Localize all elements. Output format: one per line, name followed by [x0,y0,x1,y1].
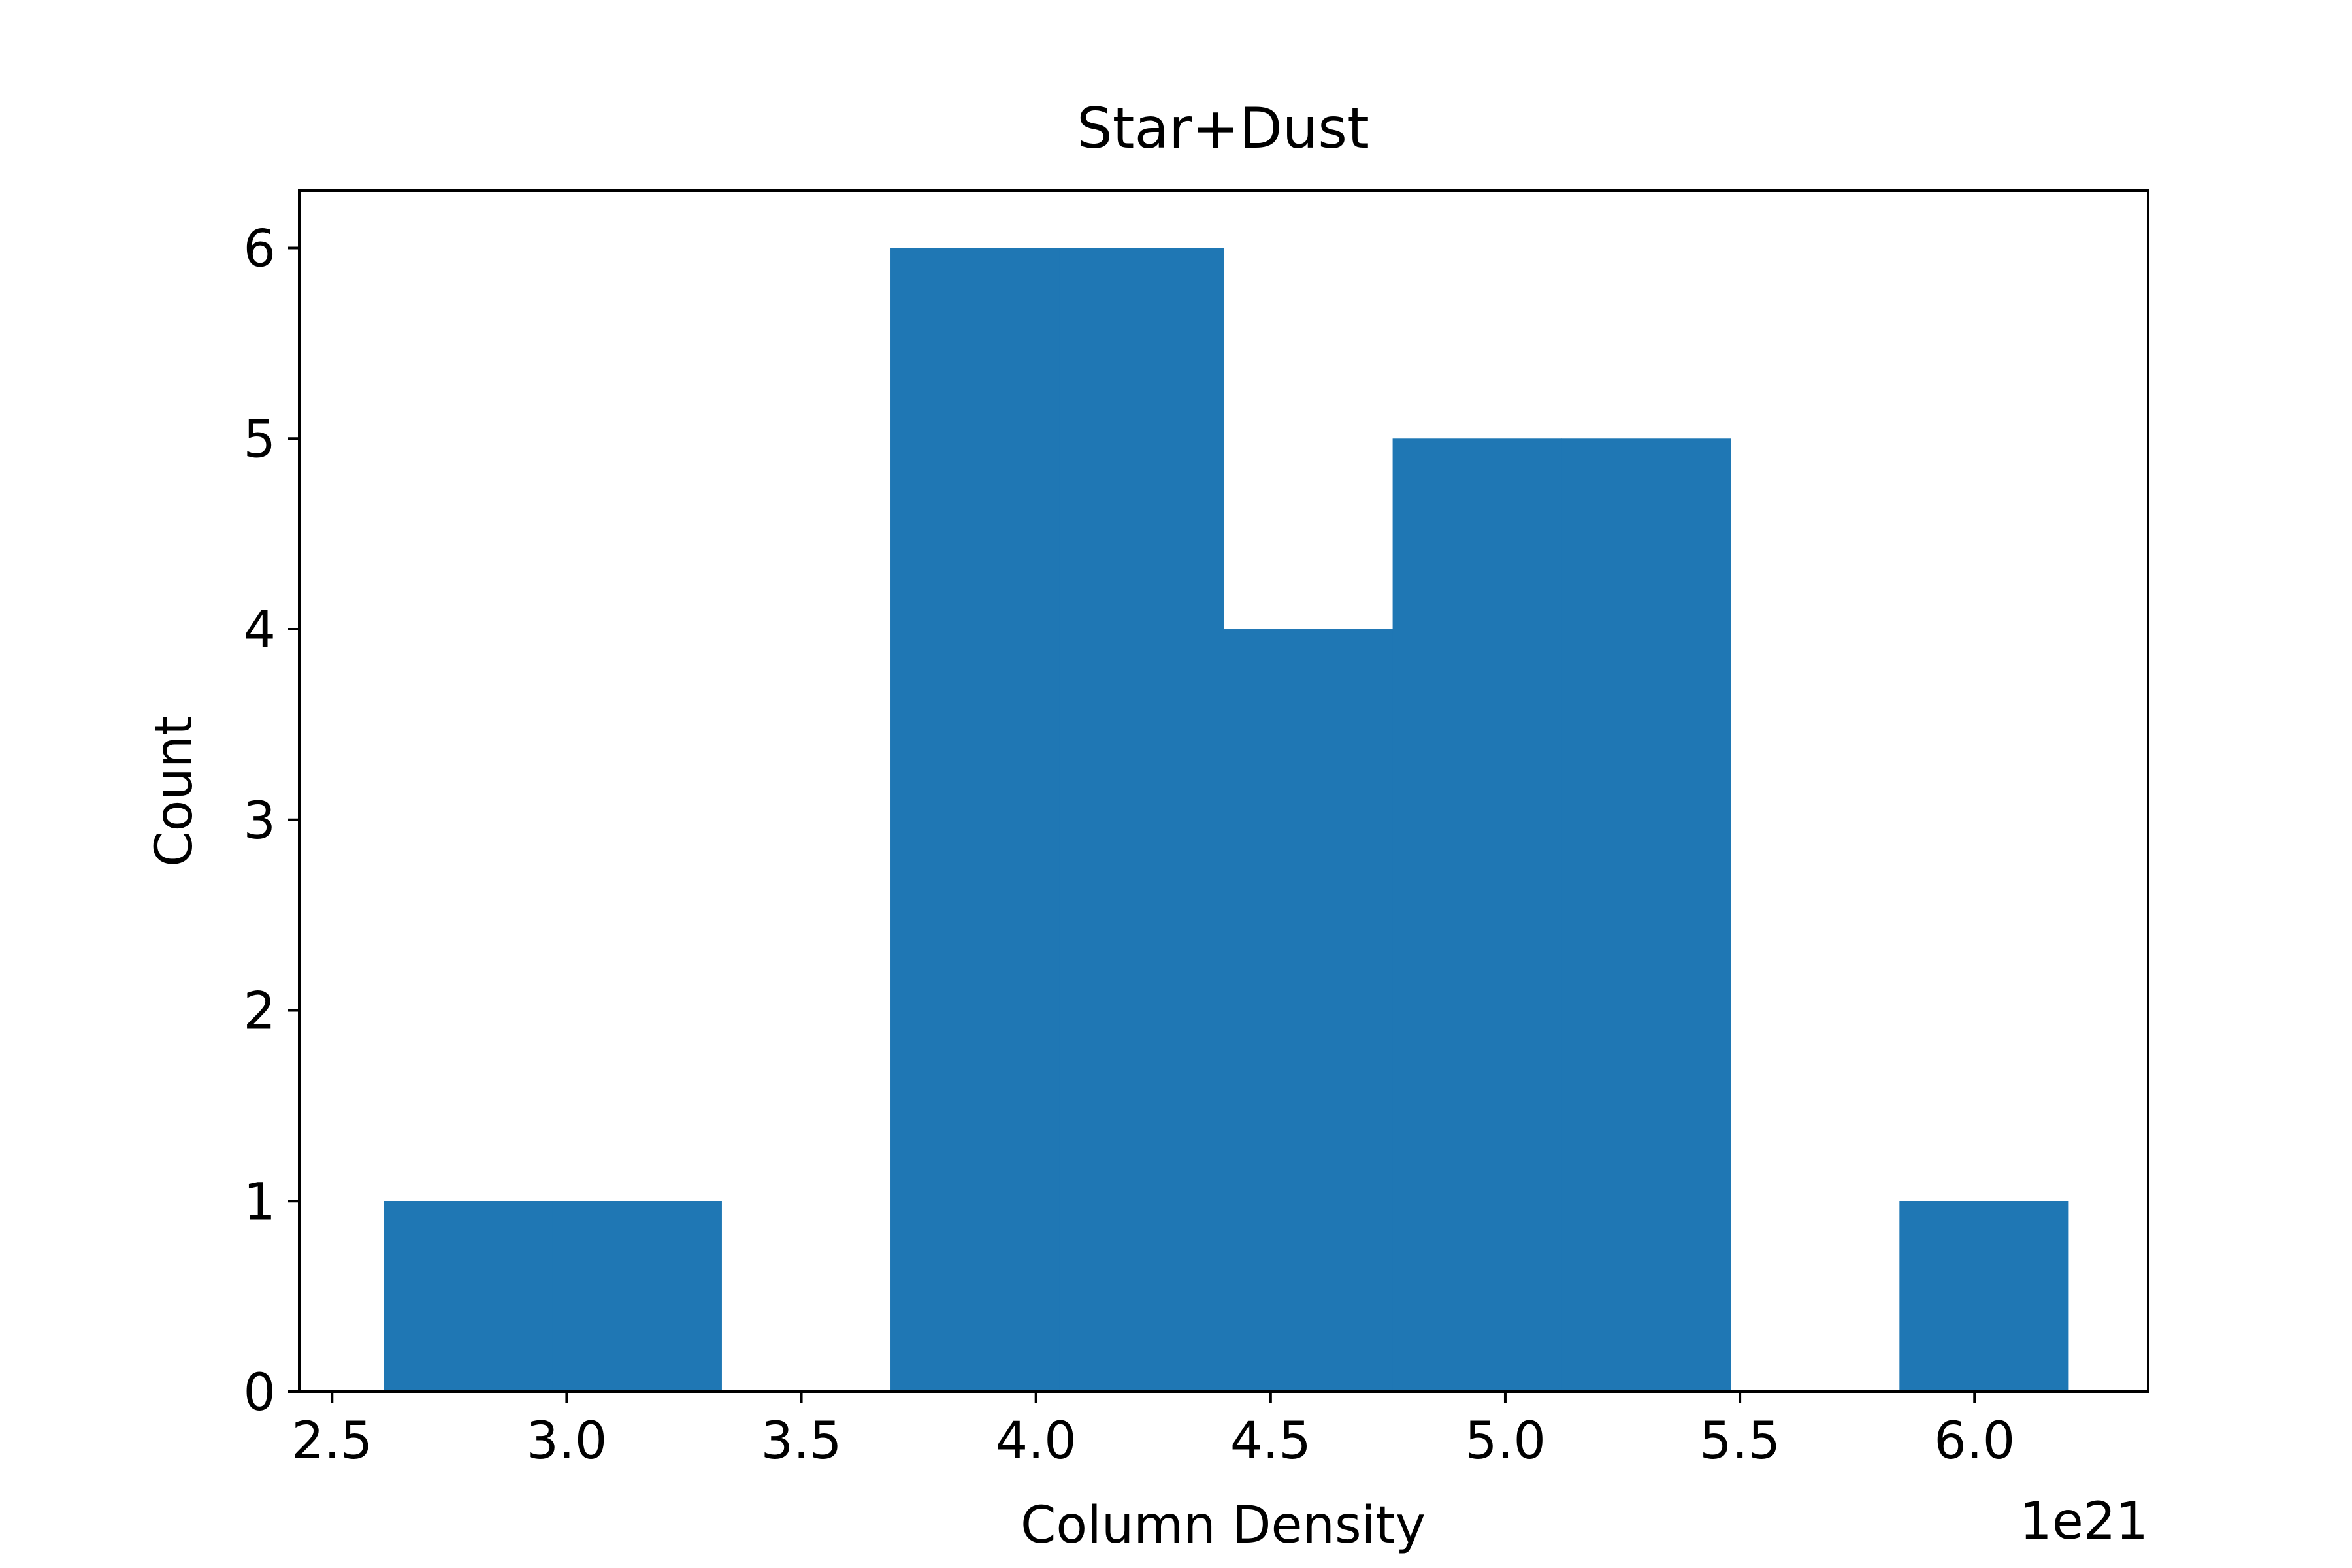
x-tick-label: 5.0 [1465,1412,1546,1471]
histogram-bar-2 [552,1201,722,1392]
y-tick-label: 5 [243,410,276,469]
x-tick-label: 5.5 [1699,1412,1780,1471]
x-tick-label: 4.0 [996,1412,1077,1471]
x-axis-label: Column Density [1021,1496,1426,1555]
histogram-bar-7 [1392,438,1562,1392]
x-tick-label: 4.5 [1230,1412,1311,1471]
chart-title: Star+Dust [1077,96,1369,161]
y-tick-label: 6 [243,220,276,279]
y-tick-label: 3 [243,792,276,851]
y-tick-label: 4 [243,601,276,660]
y-axis-label: Count [145,715,204,867]
histogram-bar-1 [384,1201,553,1392]
x-tick-label: 3.5 [761,1412,842,1471]
x-axis-ticks: 2.5 3.0 3.5 4.0 4.5 5.0 5.5 6.0 [291,1392,2015,1471]
y-axis-ticks: 0 1 2 3 4 5 6 [243,220,299,1422]
bars-group [384,248,2069,1392]
y-tick-label: 0 [243,1364,276,1422]
x-tick-label: 3.0 [526,1412,607,1471]
x-tick-label: 2.5 [291,1412,372,1471]
plot-frame [298,189,2149,1393]
histogram-bar-5 [1059,248,1224,1392]
x-tick-label: 6.0 [1934,1412,2015,1471]
y-tick-label: 1 [243,1173,276,1232]
histogram-bar-8 [1561,438,1731,1392]
histogram-bar-10 [1899,1201,2069,1392]
histogram-bar-6 [1224,629,1394,1392]
x-axis-offset-label: 1e21 [2019,1492,2148,1551]
histogram-bar-4 [890,248,1060,1392]
y-tick-label: 2 [243,983,276,1041]
